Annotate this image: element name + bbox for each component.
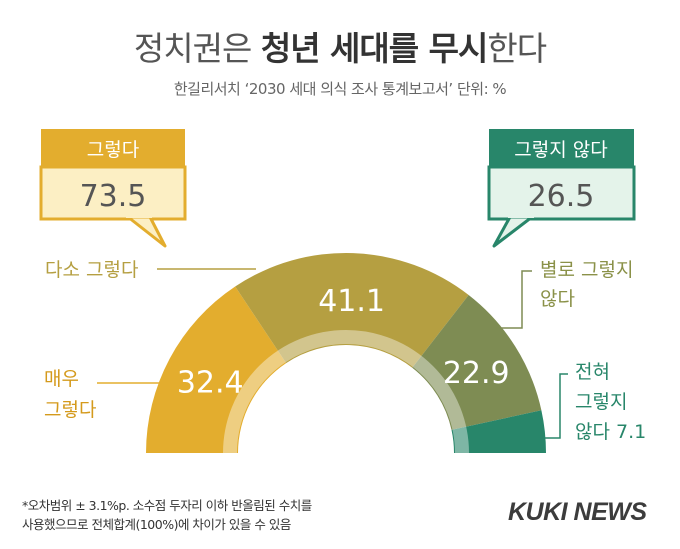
donut-segments xyxy=(146,252,546,453)
footnote: *오차범위 ± 3.1%p. 소수점 두자리 이하 반올림된 수치를 사용했으므… xyxy=(22,496,312,534)
inner-highlight-arc xyxy=(223,330,469,454)
segment-not-really xyxy=(412,295,542,430)
chart-title: 정치권은 청년 세대를 무시한다 xyxy=(133,29,547,68)
label-not-really-line2: 않다 xyxy=(540,288,575,310)
footnote-line1: *오차범위 ± 3.1%p. 소수점 두자리 이하 반올림된 수치를 xyxy=(22,498,312,513)
segment-very-yes-value: 32.4 xyxy=(177,365,244,400)
segment-not-really-value: 22.9 xyxy=(443,356,510,391)
leader-not-really xyxy=(496,270,532,329)
segment-somewhat-yes xyxy=(235,252,469,368)
segment-values: 32.4 41.1 22.9 xyxy=(177,284,510,400)
label-not-at-all-line3: 않다 7.1 xyxy=(575,421,646,443)
callout-no-label: 그렇지 않다 xyxy=(514,139,607,161)
label-not-at-all-line2: 그렇지 xyxy=(575,391,627,413)
label-not-really-line1: 별로 그렇지 xyxy=(540,259,633,281)
callout-no-value: 26.5 xyxy=(528,179,595,214)
callout-yes-pointer xyxy=(126,215,167,248)
segment-not-at-all xyxy=(451,410,546,453)
segment-very-yes xyxy=(146,286,287,453)
callout-no: 그렇지 않다 26.5 xyxy=(487,129,636,248)
callout-yes: 그렇다 73.5 xyxy=(39,129,187,248)
segment-somewhat-yes-value: 41.1 xyxy=(318,284,385,319)
label-not-at-all-line1: 전혀 xyxy=(575,361,610,383)
label-very-yes-line1: 매우 xyxy=(44,368,79,390)
callout-yes-value: 73.5 xyxy=(80,179,147,214)
leader-not-at-all xyxy=(545,373,568,439)
callout-yes-header xyxy=(41,129,185,167)
footnote-line2: 사용했으므로 전체합계(100%)에 차이가 있을 수 있음 xyxy=(22,517,291,532)
callout-yes-body xyxy=(39,165,187,221)
label-somewhat-yes: 다소 그렇다 xyxy=(45,259,138,281)
callout-no-body xyxy=(487,165,636,221)
chart-subtitle: 한길리서치 ‘2030 세대 의식 조사 통계보고서’ 단위: % xyxy=(173,80,507,98)
label-very-yes-line2: 그렇다 xyxy=(44,399,96,421)
callout-yes-label: 그렇다 xyxy=(87,139,139,161)
brand-logo: KUKI NEWS xyxy=(508,498,647,526)
callout-no-pointer xyxy=(492,215,534,248)
callout-no-header xyxy=(489,129,634,167)
